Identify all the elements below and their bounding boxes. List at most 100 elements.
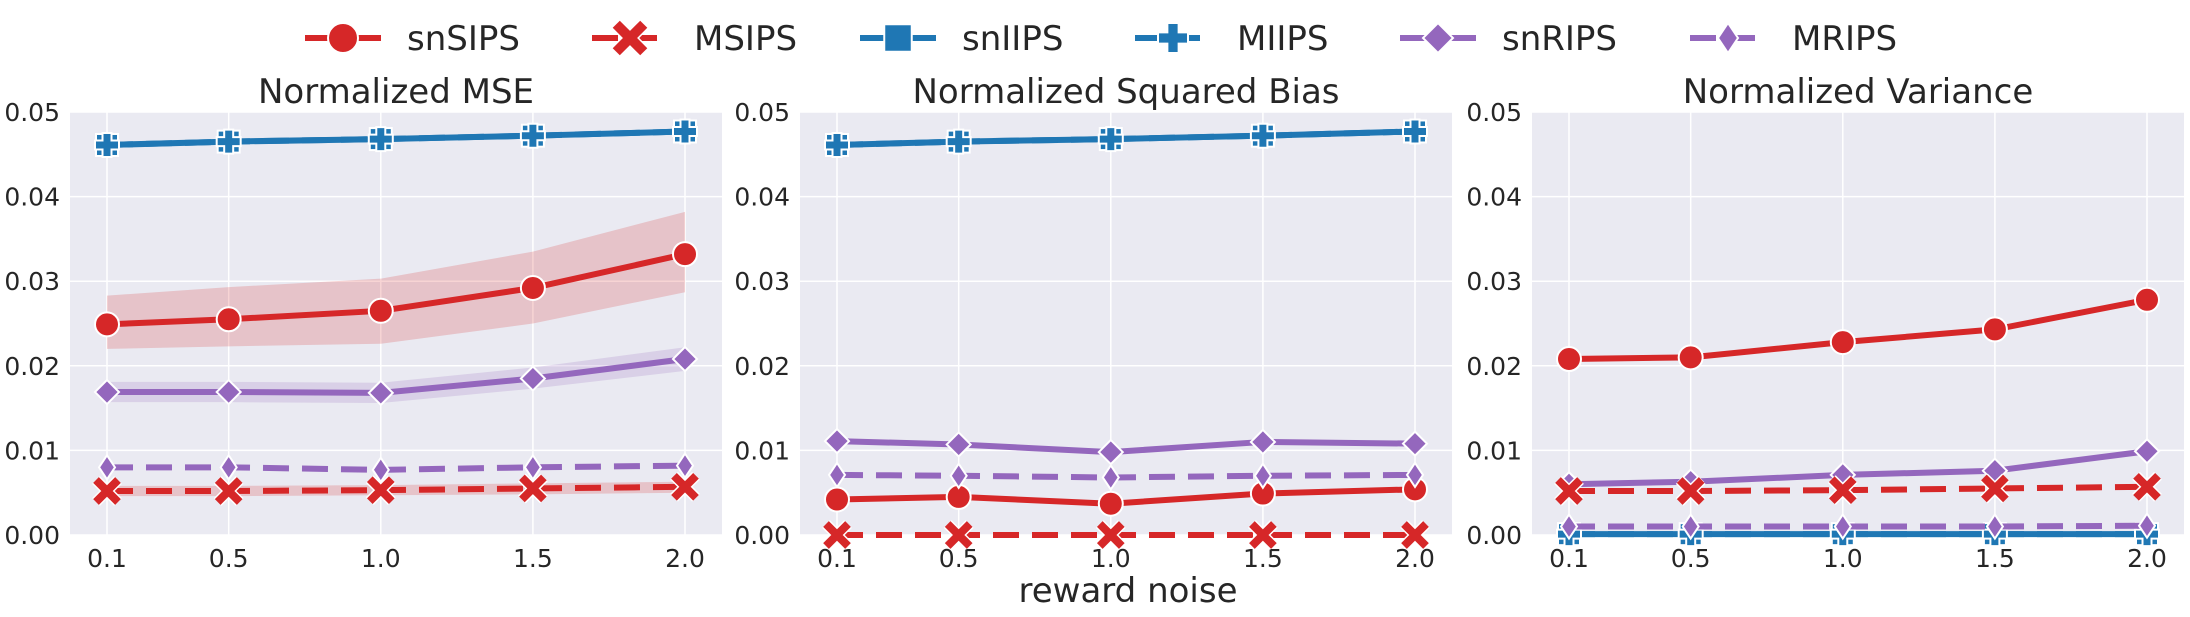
y-tick-label: 0.02 [734,352,790,381]
panel-title: Normalized Squared Bias [912,72,1339,112]
data-point [215,306,242,333]
x-tick-label: 0.1 [1549,544,1589,573]
data-point [365,475,396,506]
legend-marker [883,23,913,53]
y-tick-label: 0.04 [1466,183,1522,212]
data-point [1249,122,1276,149]
data-point [518,473,548,504]
data-point [367,379,395,407]
series-snsips [824,476,1428,517]
x-tick-label: 1.5 [1975,544,2015,573]
confidence-band-snsips [107,211,685,349]
legend-marker [1157,22,1189,54]
y-tick-label: 0.04 [4,183,60,212]
panel-title: Normalized MSE [258,72,534,112]
data-point [1556,346,1582,373]
series-miips [94,118,698,158]
legend-label: MSIPS [694,19,797,59]
x-tick-label: 0.5 [1671,544,1711,573]
y-tick-label: 0.03 [4,267,60,296]
data-point [672,118,698,145]
data-point [2132,471,2162,502]
y-tick-label: 0.01 [734,436,790,465]
data-point [1677,344,1704,371]
data-point [371,456,390,484]
data-point [2137,511,2157,540]
data-point [1095,520,1126,550]
data-point [1097,490,1124,517]
legend-item-sniips: snIIPS [860,19,1063,59]
x-axis-label: reward noise [1019,571,1238,611]
x-tick-label: 1.0 [361,544,401,573]
legend-item-msips: MSIPS [592,19,797,59]
data-point [1681,512,1700,541]
y-tick-label: 0.05 [734,98,790,127]
series-mrips [827,461,1425,492]
data-point [213,476,244,506]
data-point [523,453,543,482]
x-tick-label: 1.0 [1823,544,1863,573]
series-line [1569,522,2148,530]
y-tick-label: 0.05 [4,98,60,127]
data-point [2134,286,2160,313]
y-tick-label: 0.01 [1466,436,1522,465]
data-point [1980,473,2010,504]
y-tick-label: 0.03 [1466,267,1522,296]
data-point [519,365,547,392]
legend-label: MRIPS [1792,19,1897,59]
legend-marker [327,22,359,54]
series-snsips [94,241,698,338]
data-point [1249,428,1277,456]
legend-label: snRIPS [1502,19,1617,59]
data-point [949,461,968,490]
chart-panels: 0.00 0.01 0.02 0.03 0.04 0.05 0.1 0.5 1.0 1.5 2.0 N… [4,72,2184,573]
legend-item-mrips: MRIPS [1690,19,1897,59]
y-tick-label: 0.00 [4,521,60,550]
x-tick-label: 1.5 [513,544,553,573]
panel-title: Normalized Variance [1683,72,2034,112]
plot-area [800,112,1452,535]
data-point [1253,461,1273,490]
y-tick-label: 0.05 [1466,98,1522,127]
legend-label: snIIPS [962,19,1063,59]
data-point [824,131,850,158]
data-point [1101,463,1120,492]
legend-item-miips: MIIPS [1135,19,1328,59]
data-point [1827,475,1858,506]
y-tick-label: 0.02 [1466,352,1522,381]
confidence-band-snrips [107,347,685,404]
x-tick-label: 2.0 [1395,544,1435,573]
x-tick-label: 0.5 [939,544,979,573]
x-tick-label: 1.5 [1243,544,1283,573]
y-tick-label: 0.00 [1466,521,1522,550]
series-msips [92,471,700,506]
data-point [367,126,394,153]
data-point [943,520,974,550]
x-tick-label: 0.1 [87,544,127,573]
data-point [1097,126,1124,153]
data-point [519,274,546,301]
x-tick-label: 2.0 [2127,544,2167,573]
series-miips [824,118,1428,158]
chart-panel-1: 0.00 0.01 0.02 0.03 0.04 0.05 0.1 0.5 1.0 1.5 2.0 N… [4,72,722,573]
data-point [215,128,242,155]
data-point [1405,461,1425,489]
chart-panel-3: 0.00 0.01 0.02 0.03 0.04 0.05 0.1 0.5 1.0 1.5 2.0 N… [1466,72,2184,573]
y-tick-label: 0.04 [734,183,790,212]
data-point [827,461,847,489]
series-msips [822,520,1430,550]
data-point [1833,512,1852,541]
data-point [1400,520,1430,550]
legend-label: MIIPS [1237,19,1328,59]
legend: snSIPS MSIPS snIIPS MIIPS snRIPS MRIPS [305,19,1897,59]
legend-label: snSIPS [407,19,520,59]
data-point [219,453,238,482]
legend-marker [1716,21,1740,55]
x-tick-label: 1.0 [1091,544,1131,573]
series-snsips [1556,286,2160,373]
chart-panel-2: 0.00 0.01 0.02 0.03 0.04 0.05 0.1 0.5 1.0 1.5 2.0 N… [734,72,1452,573]
x-tick-label: 0.5 [209,544,249,573]
data-point [945,128,972,155]
plot-area [1532,112,2184,535]
data-point [94,131,120,158]
